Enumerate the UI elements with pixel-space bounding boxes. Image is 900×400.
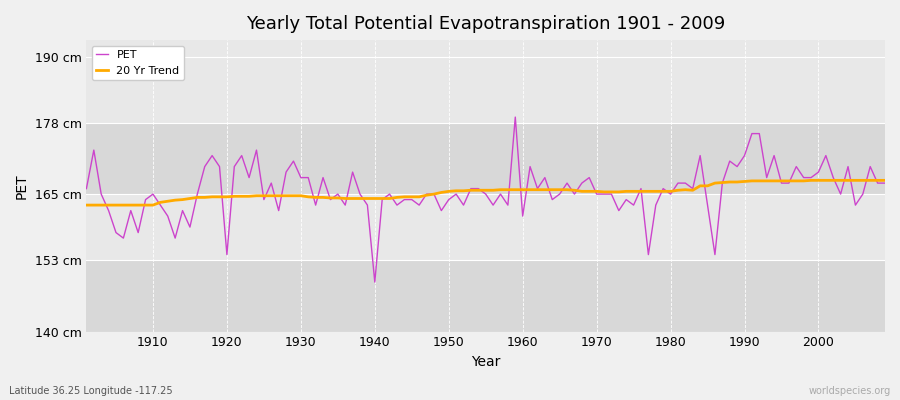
PET bbox=[621, 197, 632, 202]
20 Yr Trend bbox=[510, 187, 521, 192]
PET bbox=[532, 186, 543, 191]
PET bbox=[369, 280, 380, 284]
20 Yr Trend bbox=[81, 203, 92, 208]
Bar bbox=[86, 123, 885, 194]
Line: PET: PET bbox=[86, 117, 885, 282]
PET bbox=[347, 170, 358, 174]
Text: worldspecies.org: worldspecies.org bbox=[809, 386, 891, 396]
PET bbox=[302, 175, 313, 180]
20 Yr Trend bbox=[347, 196, 358, 201]
20 Yr Trend bbox=[879, 178, 890, 183]
Text: Latitude 36.25 Longitude -117.25: Latitude 36.25 Longitude -117.25 bbox=[9, 386, 173, 396]
Line: 20 Yr Trend: 20 Yr Trend bbox=[86, 180, 885, 205]
20 Yr Trend bbox=[518, 187, 528, 192]
20 Yr Trend bbox=[806, 178, 816, 183]
20 Yr Trend bbox=[140, 203, 151, 208]
PET bbox=[525, 164, 535, 169]
PET bbox=[140, 197, 151, 202]
Bar bbox=[86, 260, 885, 332]
Title: Yearly Total Potential Evapotranspiration 1901 - 2009: Yearly Total Potential Evapotranspiratio… bbox=[246, 15, 725, 33]
Y-axis label: PET: PET bbox=[15, 173, 29, 199]
20 Yr Trend bbox=[302, 194, 313, 199]
PET bbox=[510, 115, 521, 120]
20 Yr Trend bbox=[606, 190, 616, 194]
Legend: PET, 20 Yr Trend: PET, 20 Yr Trend bbox=[92, 46, 184, 80]
PET bbox=[81, 186, 92, 191]
X-axis label: Year: Year bbox=[471, 355, 500, 369]
PET bbox=[879, 181, 890, 186]
